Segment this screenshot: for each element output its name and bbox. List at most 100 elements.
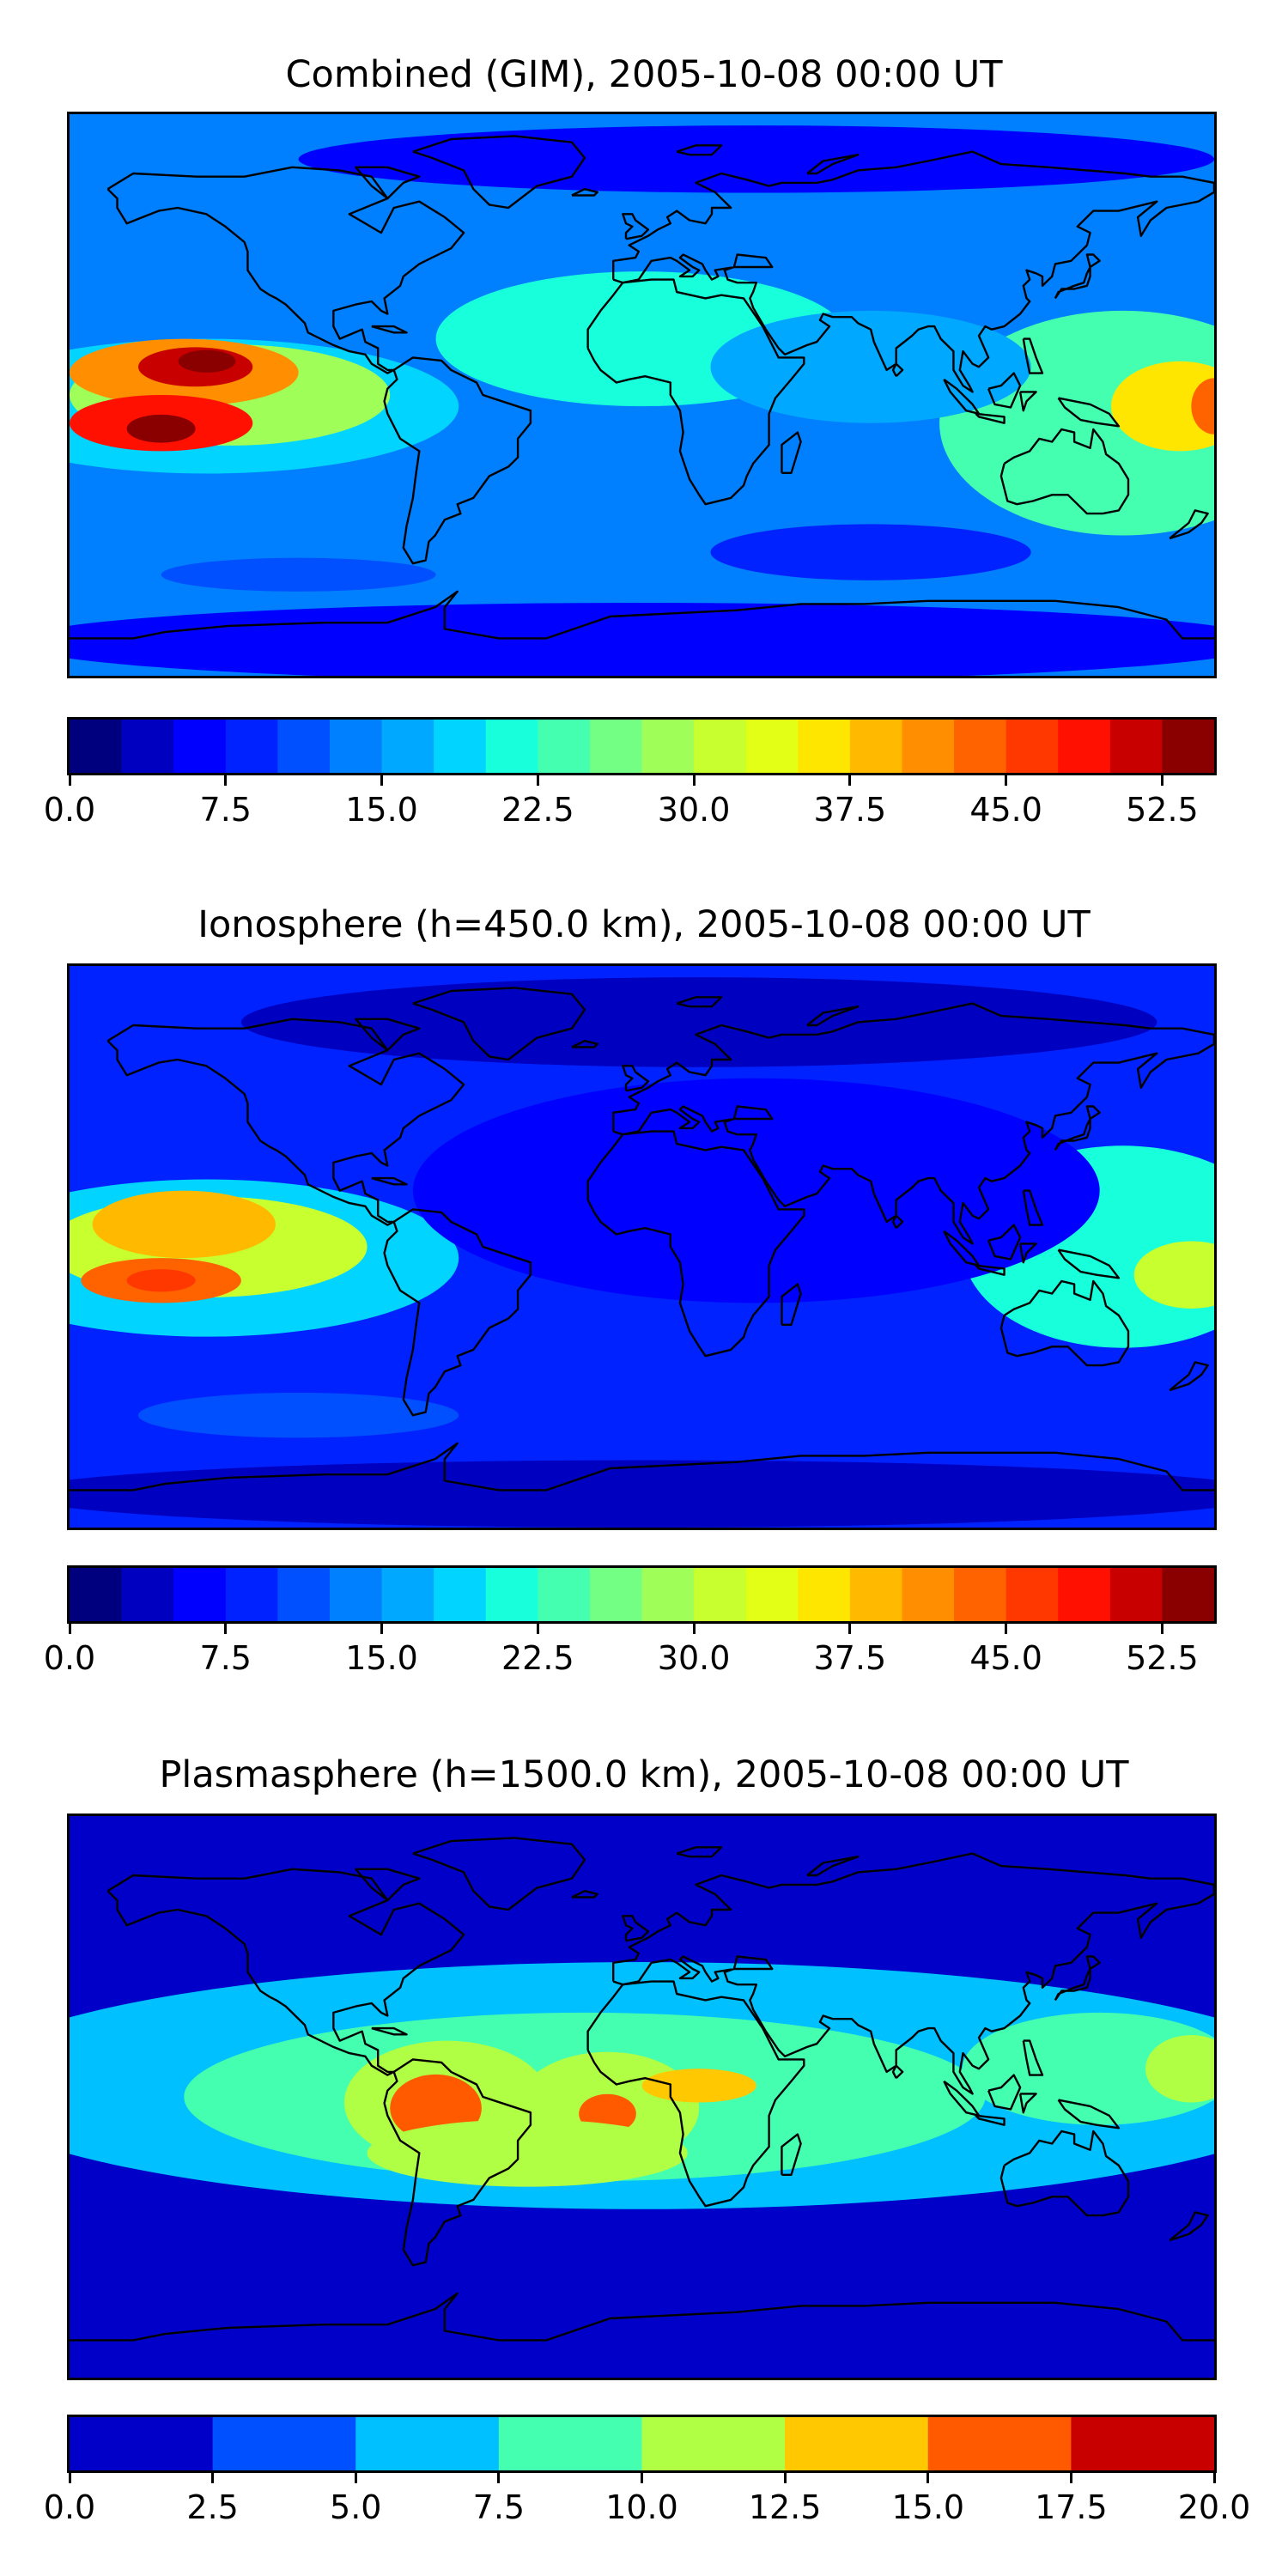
coastline-borneo — [987, 1224, 1022, 1261]
colorbar-segment-19 — [1005, 1568, 1059, 1621]
contour-region-7 — [1133, 1241, 1214, 1309]
colorbar-tick-label: 7.5 — [472, 2488, 526, 2526]
colorbar-tick-label: 15.0 — [345, 791, 418, 829]
coastline-iceland — [571, 187, 598, 197]
colorbar-segment-20 — [1058, 1568, 1111, 1621]
contour-region-8 — [412, 1078, 1100, 1303]
panel-1-map-svg — [70, 114, 1214, 676]
colorbar-tick — [536, 775, 539, 786]
coastline-sulawesi — [1018, 1242, 1037, 1264]
colorbar-segment-4 — [225, 1568, 278, 1621]
colorbar-tick — [354, 2473, 357, 2483]
coastline-newGuinea — [1057, 1249, 1121, 1279]
colorbar-tick — [68, 775, 71, 786]
colorbar-tick-label: 0.0 — [43, 791, 96, 829]
colorbar-segment-19 — [1005, 720, 1059, 773]
colorbar-segment-9 — [485, 720, 538, 773]
coastline-novaya — [806, 1005, 860, 1027]
coastline-novaya — [806, 1856, 860, 1877]
colorbar-tick-label: 30.0 — [657, 1639, 731, 1677]
coastline-greenland — [412, 1837, 586, 1911]
coastline-baffin — [355, 166, 421, 200]
coastline-svalbard — [676, 996, 723, 1008]
colorbar-tick — [1160, 1624, 1163, 1634]
colorbar-segment-17 — [902, 1568, 955, 1621]
colorbar-tick-label: 7.5 — [199, 791, 252, 829]
coastline-java — [975, 2114, 1005, 2126]
contour-region-13 — [298, 125, 1214, 193]
colorbar-segment-2 — [121, 1568, 174, 1621]
colorbar-segment-3 — [173, 1568, 227, 1621]
contour-region-6 — [126, 414, 196, 443]
colorbar-tick-label: 52.5 — [1126, 1639, 1199, 1677]
colorbar-tick — [497, 2473, 501, 2483]
panel-1-map — [67, 112, 1217, 678]
coastline-britain — [622, 213, 650, 240]
coastline-sriLanka — [891, 362, 904, 378]
coastline-australia — [999, 1279, 1130, 1367]
panel-2-colorbar — [67, 1565, 1217, 1624]
colorbar-svg — [70, 2417, 1214, 2470]
colorbar-tick-label: 0.0 — [43, 1639, 96, 1677]
colorbar-segment-17 — [902, 720, 955, 773]
colorbar-tick-label: 37.5 — [813, 791, 887, 829]
coastline-svalbard — [676, 144, 723, 156]
colorbar-tick-label: 12.5 — [748, 2488, 822, 2526]
colorbar-segment-6 — [329, 1568, 383, 1621]
contour-region-16 — [161, 557, 436, 592]
colorbar-svg — [70, 720, 1214, 773]
colorbar-tick — [211, 2473, 215, 2483]
colorbar-tick — [68, 1624, 71, 1634]
colorbar-segment-5 — [277, 1568, 331, 1621]
colorbar-segment-12 — [641, 720, 695, 773]
colorbar-segment-14 — [745, 1568, 799, 1621]
colorbar-tick-label: 20.0 — [1177, 2488, 1251, 2526]
coastline-madagascar — [781, 2133, 802, 2176]
colorbar-tick-label: 15.0 — [891, 2488, 965, 2526]
colorbar-tick — [783, 2473, 787, 2483]
coastline-eurasia — [612, 150, 1214, 393]
colorbar-segment-5 — [641, 2417, 786, 2470]
colorbar-tick — [1212, 2473, 1216, 2483]
colorbar-segment-16 — [849, 1568, 903, 1621]
colorbar-tick — [380, 775, 384, 786]
coastline-cuba — [371, 325, 408, 334]
colorbar-segment-22 — [1162, 1568, 1214, 1621]
coastline-northAmerica — [106, 1868, 465, 2076]
panel-3-colorbar — [67, 2415, 1217, 2473]
coastline-iceland — [571, 1889, 598, 1899]
colorbar-segment-2 — [121, 720, 174, 773]
colorbar-tick-label: 37.5 — [813, 1639, 887, 1677]
colorbar-tick — [848, 775, 852, 786]
colorbar-tick — [692, 1624, 696, 1634]
coastline-newZealand — [1169, 1361, 1209, 1392]
coastline-antarctica — [70, 1442, 1214, 1492]
colorbar-segment-11 — [589, 720, 643, 773]
colorbar-segment-18 — [954, 1568, 1007, 1621]
contour-region-15 — [710, 524, 1031, 580]
colorbar-segment-9 — [485, 1568, 538, 1621]
coastline-philippines — [1022, 2039, 1044, 2076]
coastline-madagascar — [781, 1283, 802, 1326]
contour-region-12 — [710, 310, 1031, 423]
colorbar-tick — [1005, 1624, 1008, 1634]
colorbar-tick — [927, 2473, 930, 2483]
colorbar-segment-7 — [927, 2417, 1072, 2470]
coastline-newGuinea — [1057, 397, 1121, 428]
colorbar-segment-10 — [538, 720, 591, 773]
colorbar-tick — [224, 1624, 228, 1634]
colorbar-segment-13 — [694, 1568, 747, 1621]
contour-region-7 — [178, 349, 236, 373]
colorbar-segment-22 — [1162, 720, 1214, 773]
panel-2-map-svg — [70, 966, 1214, 1528]
colorbar-segment-21 — [1109, 1568, 1163, 1621]
coastline-japan — [1054, 1105, 1101, 1151]
coastline-japan — [1054, 253, 1101, 300]
colorbar-tick-label: 22.5 — [501, 791, 574, 829]
colorbar-segment-15 — [798, 1568, 851, 1621]
coastline-greenland — [412, 987, 586, 1061]
panel-3-map-svg — [70, 1816, 1214, 2378]
colorbar-segment-3 — [355, 2417, 500, 2470]
colorbar-tick-label: 22.5 — [501, 1639, 574, 1677]
colorbar-segment-12 — [641, 1568, 695, 1621]
